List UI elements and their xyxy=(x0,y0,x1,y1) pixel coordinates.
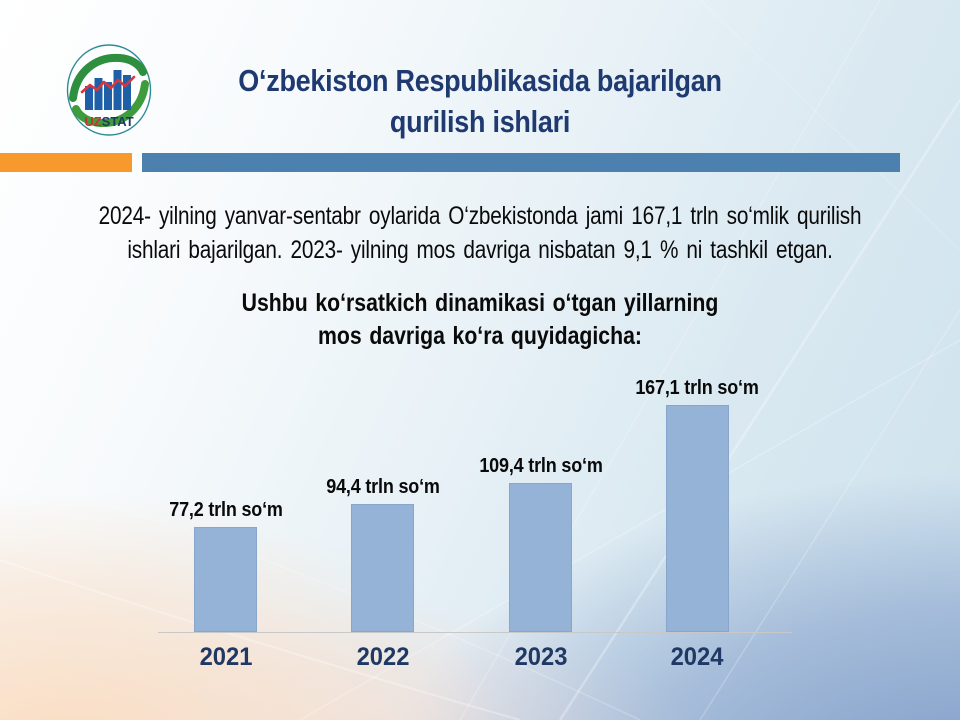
paragraph-line-1: 2024- yilning yanvar-sentabr oylarida O‘… xyxy=(98,202,862,230)
logo-swoosh-top xyxy=(69,53,147,102)
bar-2021 xyxy=(194,527,257,632)
bar-2023 xyxy=(509,483,572,632)
divider-orange xyxy=(0,153,132,172)
page-title: O‘zbekiston Respublikasida bajarilgan qu… xyxy=(62,60,897,142)
bar-2024 xyxy=(665,405,729,632)
bar-category-label: 2024 xyxy=(670,643,724,671)
divider-blue xyxy=(142,153,900,172)
bar-2022 xyxy=(351,504,414,632)
logo-text-uz: UZ xyxy=(84,114,101,129)
paragraph-line-2: ishlari bajarilgan. 2023- yilning mos da… xyxy=(127,236,833,264)
logo-text-stat: STAT xyxy=(102,114,134,129)
chart-heading-line-1: Ushbu ko‘rsatkich dinamikasi o‘tgan yill… xyxy=(241,289,719,317)
chart-heading-line-2: mos davriga ko‘ra quyidagicha: xyxy=(318,322,642,350)
bar-category-label: 2023 xyxy=(514,643,567,671)
bar-category-label: 2021 xyxy=(199,643,252,671)
bar-value-label: 94,4 trln so‘m xyxy=(325,476,440,498)
logo-bars-icon xyxy=(85,70,131,110)
logo-trend-line-icon xyxy=(80,75,136,94)
intro-paragraph: 2024- yilning yanvar-sentabr oylarida O‘… xyxy=(82,199,879,267)
x-axis xyxy=(158,632,792,633)
title-line-1: O‘zbekiston Respublikasida bajarilgan xyxy=(238,63,722,98)
uzstat-logo: UZSTAT xyxy=(66,44,152,136)
chart-heading: Ushbu ko‘rsatkich dinamikasi o‘tgan yill… xyxy=(72,287,888,353)
bar-value-label: 77,2 trln so‘m xyxy=(168,499,283,521)
bar-value-label: 167,1 trln so‘m xyxy=(635,377,759,399)
logo-swoosh-bottom xyxy=(72,80,149,128)
logo-text: UZSTAT xyxy=(84,114,133,129)
bar-value-label: 109,4 trln so‘m xyxy=(478,455,603,477)
bar-category-label: 2022 xyxy=(356,643,409,671)
title-line-2: qurilish ishlari xyxy=(389,104,571,139)
